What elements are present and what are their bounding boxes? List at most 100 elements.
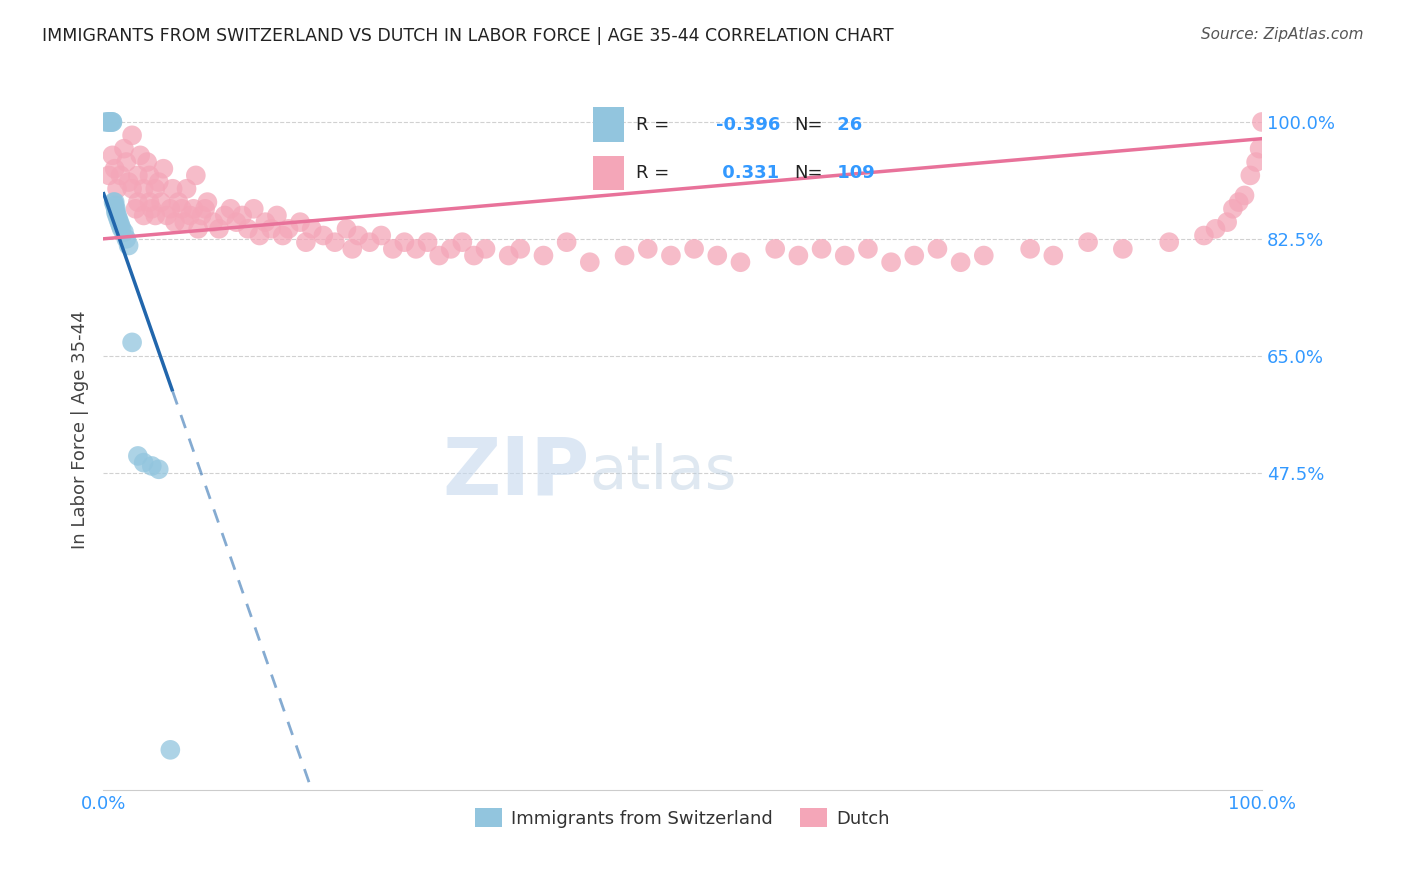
Text: 0.331: 0.331 [717,164,779,182]
Point [173,215,195,229]
Point [903,248,925,262]
Point [110,169,132,183]
Point [167,195,190,210]
Point [184,169,207,183]
Point [787,248,810,262]
Point [973,248,995,262]
Point [949,255,972,269]
Point [103,195,125,210]
Point [104,202,127,216]
Point [150,195,173,210]
Point [335,222,357,236]
Point [277,222,299,236]
Text: R =: R = [636,164,669,182]
Point [555,235,578,250]
Point [97,169,120,183]
Text: N=: N= [794,164,823,182]
Point [323,235,346,250]
Point [440,242,463,256]
Point [706,248,728,262]
Point [115,155,138,169]
Point [98,115,121,129]
Point [236,222,259,236]
Point [202,215,225,229]
Point [156,209,179,223]
Point [1216,215,1239,229]
Point [1239,169,1261,183]
Point [187,222,209,236]
Text: 26: 26 [831,116,862,134]
Point [659,248,682,262]
Point [1222,202,1244,216]
Point [416,235,439,250]
Point [1251,115,1274,129]
Point [121,335,143,350]
Point [143,209,166,223]
Point [107,211,129,226]
Text: atlas: atlas [589,443,737,502]
Point [179,209,201,223]
Point [101,115,124,129]
Point [1019,242,1042,256]
Point [381,242,404,256]
Point [141,458,163,473]
Point [101,115,124,129]
Point [163,215,186,229]
Point [295,235,318,250]
Point [254,215,277,229]
Point [129,148,152,162]
Text: R =: R = [636,116,669,134]
Point [1205,222,1227,236]
Point [148,462,170,476]
Point [271,228,294,243]
Point [1077,235,1099,250]
Point [370,228,392,243]
Point [1233,188,1256,202]
Point [194,202,217,216]
Point [834,248,856,262]
Point [148,175,170,189]
Point [427,248,450,262]
Point [242,202,264,216]
Point [1042,248,1064,262]
Point [208,222,231,236]
Point [105,182,128,196]
Point [613,248,636,262]
Point [810,242,832,256]
Point [927,242,949,256]
Point [112,142,135,156]
Point [249,228,271,243]
Point [197,195,219,210]
Point [136,155,159,169]
Point [110,219,132,233]
Point [104,195,127,210]
Point [132,182,155,196]
Point [1159,235,1181,250]
Point [100,115,122,129]
Point [105,209,128,223]
Point [288,215,311,229]
Point [111,222,134,236]
Point [132,456,155,470]
Point [183,202,205,216]
Point [97,115,120,129]
Point [170,202,193,216]
Text: -0.396: -0.396 [717,116,780,134]
Point [162,182,184,196]
Point [104,198,127,212]
Point [312,228,335,243]
Point [1192,228,1215,243]
Point [117,238,139,252]
Point [578,255,600,269]
Point [637,242,659,256]
Point [509,242,531,256]
Text: Source: ZipAtlas.com: Source: ZipAtlas.com [1201,27,1364,42]
Point [127,195,149,210]
Point [94,115,117,129]
Point [121,128,143,143]
Point [405,242,427,256]
Point [143,182,166,196]
Point [101,148,124,162]
Point [117,175,139,189]
Point [159,743,181,757]
